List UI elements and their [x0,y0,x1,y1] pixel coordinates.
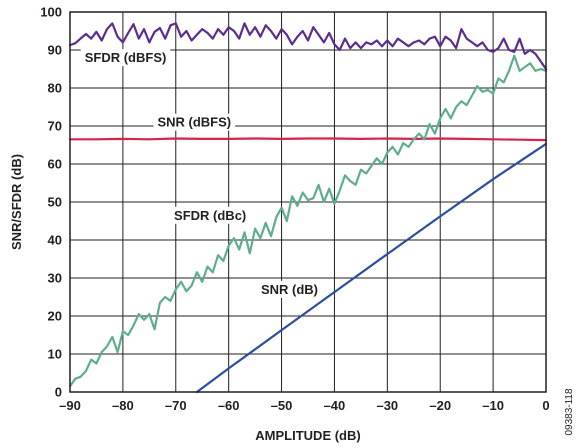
y-tick-label: 10 [48,347,62,362]
x-tick-label: –10 [482,398,504,413]
series-line-sfdr-dbfs [68,22,548,71]
y-tick-label: 80 [48,81,62,96]
grid [69,11,547,393]
y-tick-label: 30 [48,271,62,286]
y-tick-label: 60 [48,157,62,172]
y-tick-label: 70 [48,119,62,134]
x-tick-label: –70 [165,398,187,413]
series-label-background [153,113,236,131]
x-tick-label: –50 [271,398,293,413]
series-line-sfdr-dbc [68,54,548,388]
series-line-snr-db [195,142,548,394]
y-tick-label: 0 [55,385,62,400]
series-label-background [80,49,171,67]
x-tick-label: –40 [324,398,346,413]
x-tick-label: –30 [376,398,398,413]
series-label: SFDR (dBFS) [85,50,167,65]
series-label-background [170,206,251,224]
x-tick-label: –20 [429,398,451,413]
series-label: SNR (dB) [261,282,318,297]
y-tick-label: 40 [48,233,62,248]
x-tick-label: –80 [112,398,134,413]
series-lines [68,22,548,394]
series-label: SNR (dBFS) [157,115,231,130]
series-label-background [256,280,323,298]
figure-id: 09383-118 [564,388,575,436]
x-tick-label: 0 [542,398,549,413]
x-tick-label: –60 [218,398,240,413]
x-tick-labels: –90 –80 –70 –60 –50 –40 –30 –20 –10 0 [59,398,549,413]
y-tick-label: 100 [40,5,62,20]
y-tick-label: 20 [48,309,62,324]
x-axis-title: AMPLITUDE (dB) [255,428,360,443]
y-tick-label: 50 [48,195,62,210]
series-label: SFDR (dBc) [174,208,246,223]
y-tick-labels: 0 10 20 30 40 50 60 70 80 90 100 [40,5,62,400]
series-line-snr-dbfs [68,137,548,142]
x-tick-label: –90 [59,398,81,413]
plot-frame [69,11,547,393]
series-labels: SFDR (dBFS) SNR (dBFS) SFDR (dBc) SNR (dB) [80,49,323,298]
y-tick-label: 90 [48,43,62,58]
y-axis-title: SNR/SFDR (dB) [9,154,24,250]
